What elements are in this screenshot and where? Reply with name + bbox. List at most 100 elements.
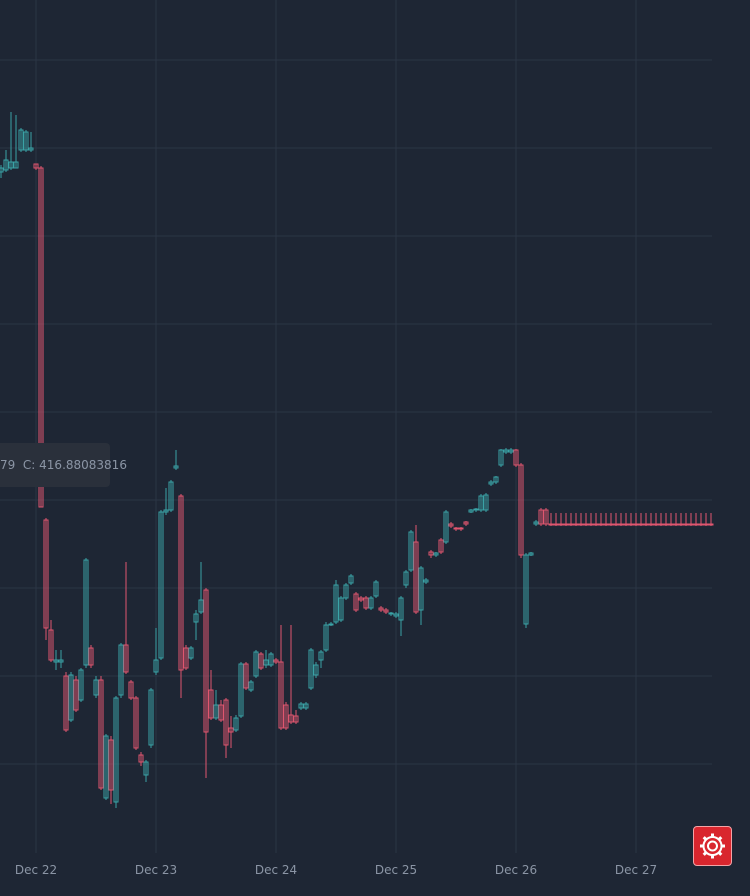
candle-body [428,551,434,556]
candle-body [373,581,379,597]
candle-body [193,613,199,623]
candle-body [563,523,569,526]
candle-body [693,523,699,526]
candle-body [518,464,524,556]
candle-body [223,699,229,746]
tooltip-text: 79 [0,458,16,472]
candle-body [228,727,234,733]
candle-body [528,552,534,556]
candle-body [678,523,684,526]
candle-body [108,739,114,791]
candle-body [8,161,14,169]
candle-body [668,523,674,526]
candle-body [348,575,354,584]
candle-body [248,681,254,691]
candle-body [118,644,124,696]
candle-body [658,523,664,526]
candle-body [283,704,289,729]
candle-body [88,647,94,666]
candle-body [408,531,414,571]
candle-body [138,754,144,763]
candle-body [478,495,484,511]
candle-body [613,523,619,526]
candle-body [578,523,584,526]
candle-body [618,523,624,526]
candle-body [488,481,494,485]
candle-body [253,651,259,677]
tooltip: 79 C: 416.88083816 [0,443,127,487]
settings-icon [700,833,725,859]
x-tick-label: Dec 22 [15,863,57,877]
candle-body [243,663,249,689]
candle-body [388,612,394,615]
candle-body [208,689,214,719]
candle-body [173,465,179,469]
candle-body [28,147,34,151]
candle-body [133,697,139,749]
tooltip-close: C: 416.88083816 [22,458,127,472]
candle-body [368,597,374,609]
candle-body [553,523,559,526]
candle-body [538,509,544,525]
candle-body [343,584,349,599]
candle-body [463,521,469,525]
candle-body [418,567,424,611]
candle-body [278,661,284,729]
candle-body [78,669,84,701]
candle-body [188,647,194,659]
candle-body [623,523,629,526]
candle-body [213,704,219,719]
candle-body [543,509,549,525]
candle-body [503,449,509,453]
candle-body [453,527,459,530]
candle-body [103,735,109,799]
candle-body [498,449,504,466]
candle-body [438,539,444,553]
candle-body [323,624,329,651]
candle-body [128,681,134,699]
candle-body [643,523,649,526]
candle-body [23,131,29,151]
candle-body [68,674,74,721]
candle-body [318,651,324,661]
candle-body [363,597,369,609]
candle-body [593,523,599,526]
candle-body [168,481,174,511]
candle-body [708,523,714,526]
candle-body [648,523,654,526]
candle-body [608,523,614,526]
candle-body [473,508,479,511]
candle-body [98,679,104,789]
candle-body [308,649,314,689]
candle-body [148,689,154,746]
candle-body [48,629,54,661]
candle-body [3,159,9,171]
candle-body [18,129,24,151]
candle-body [638,523,644,526]
candle-body [573,523,579,526]
candle-body [603,523,609,526]
candle-body [628,523,634,526]
candle-body [183,647,189,669]
candle-body [483,494,489,511]
candle-body [143,761,149,776]
candle-body [383,609,389,613]
candle-body [233,717,239,731]
candle-body [0,167,4,173]
candle-body [58,659,64,663]
candle-body [218,704,224,721]
candle-body [198,599,204,613]
candle-body [298,703,304,709]
candle-body [548,523,554,526]
candle-body [568,523,574,526]
candle-body [93,679,99,696]
candle-body [423,579,429,583]
candle-body [328,623,334,626]
candle-body [63,675,69,731]
x-tick-label: Dec 26 [495,863,537,877]
candle-body [443,511,449,543]
candle-body [663,523,669,526]
candle-body [508,449,514,453]
settings-button[interactable] [693,826,732,866]
